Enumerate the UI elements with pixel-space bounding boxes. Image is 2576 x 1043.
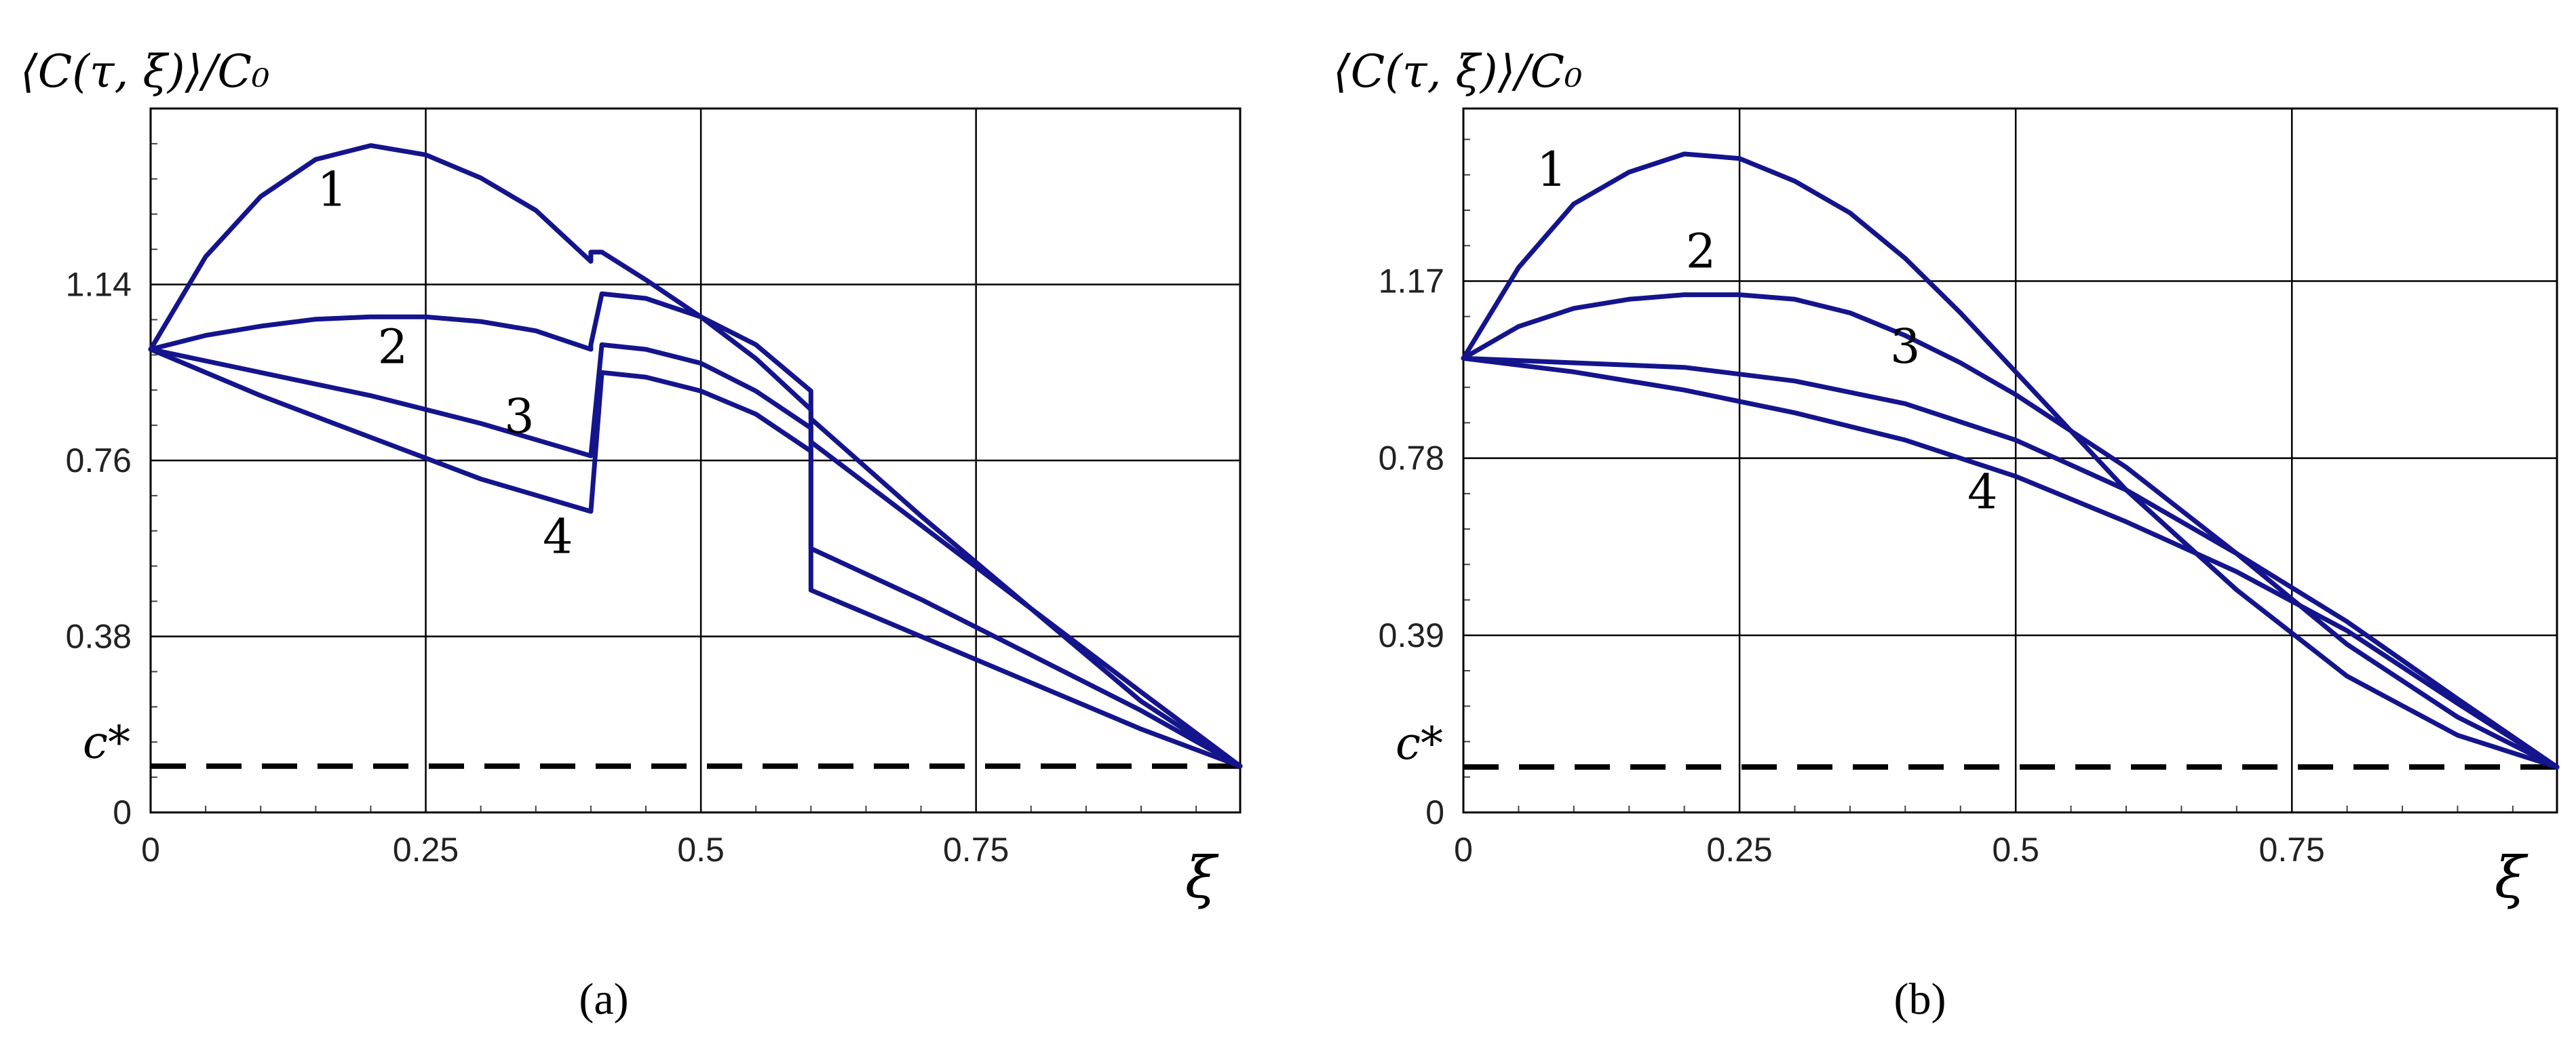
x-tick-label: 0.5 [677,831,725,869]
x-tick-label: 0.5 [1992,831,2039,869]
x-tick-label: 0.25 [1706,831,1772,869]
series-label-3: 3 [1890,319,1921,374]
x-tick-label: 0 [1454,831,1473,869]
y-tick-label: 0.39 [1379,616,1444,654]
x-tick-label: 0.75 [943,831,1009,869]
plot-frame [149,107,1242,814]
x-tick-label: 0.75 [2259,831,2325,869]
x-tick-label: 0 [141,831,160,869]
series-line-4 [1461,355,2560,770]
threshold-label: c* [83,717,130,769]
series-line-3 [148,342,1243,769]
y-tick-label: 0.78 [1379,439,1444,477]
panel-label: (a) [579,975,628,1024]
y-tick-label: 1.17 [1379,262,1444,300]
series-line-4 [148,347,1243,769]
series-label-4: 4 [1967,464,1998,519]
y-axis-label: ⟨C(τ, ξ)⟩/C₀ [1333,45,1583,98]
plot-frame [1462,107,2558,814]
series-line-2 [148,291,1243,769]
series-line-1 [1461,151,2560,770]
panel-a: 0 0.38 0.76 1.14 0 0.25 0.5 0.75 ⟨C(τ, ξ)⟩/C₀ ξ c*… [20,45,1243,1024]
y-tick-label: 0.38 [66,618,132,656]
series-line-3 [1461,355,2560,770]
y-tick-label: 0 [1425,793,1444,831]
series-label-3: 3 [504,389,535,444]
series-label-1: 1 [317,161,347,217]
y-axis-label: ⟨C(τ, ξ)⟩/C₀ [20,45,270,98]
series-line-1 [148,143,1243,769]
y-tick-label: 1.14 [66,266,132,304]
threshold-label: c* [1396,717,1443,770]
series-label-1: 1 [1537,142,1567,197]
y-tick-label: 0.76 [66,441,132,479]
x-axis-label: ξ [1185,844,1219,911]
y-tick-label: 0 [113,793,132,831]
series-label-4: 4 [543,509,573,565]
series-label-2: 2 [1686,223,1716,279]
series-label-2: 2 [378,319,408,375]
panel-b: 0 0.39 0.78 1.17 0 0.25 0.5 0.75 ⟨C(τ, ξ)⟩/C₀ ξ c*… [1333,45,2560,1024]
x-tick-label: 0.25 [393,831,459,869]
x-axis-label: ξ [2495,844,2529,911]
panel-label: (b) [1894,975,1946,1024]
